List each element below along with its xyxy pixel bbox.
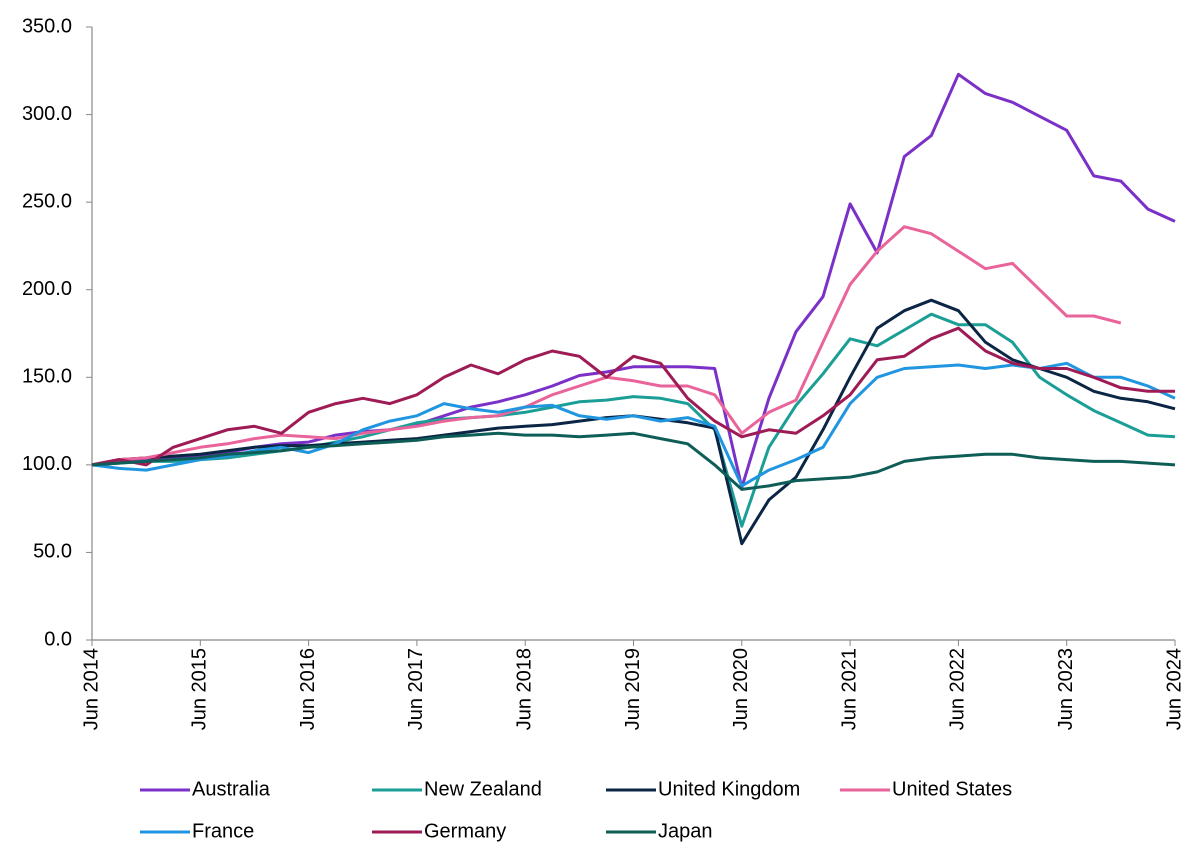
series-line <box>91 326 1175 467</box>
y-tick-label: 250.0 <box>22 190 72 212</box>
x-tick-label: Jun 2014 <box>80 648 102 730</box>
series-line <box>91 431 1176 491</box>
y-tick-label: 150.0 <box>22 366 72 388</box>
x-tick-label: Jun 2020 <box>730 648 752 730</box>
x-tick-label: Jun 2017 <box>405 648 427 730</box>
legend-label: United Kingdom <box>658 778 800 800</box>
y-tick-label: 100.0 <box>22 453 72 475</box>
y-tick-label: 350.0 <box>22 15 72 37</box>
x-tick-label: Jun 2021 <box>838 648 860 730</box>
series-line <box>91 225 1122 467</box>
x-tick-label: Jun 2015 <box>189 648 211 730</box>
legend-label: France <box>192 820 254 842</box>
y-tick-label: 50.0 <box>33 541 72 563</box>
legend-label: New Zealand <box>424 778 542 800</box>
x-tick-label: Jun 2023 <box>1055 648 1077 730</box>
series-line <box>91 298 1176 546</box>
legend-label: United States <box>892 778 1012 800</box>
x-tick-label: Jun 2022 <box>947 648 969 730</box>
x-tick-label: Jun 2018 <box>513 648 535 730</box>
legend-label: Japan <box>658 820 713 842</box>
series-line <box>91 312 1176 528</box>
x-tick-label: Jun 2016 <box>297 648 319 730</box>
y-tick-label: 200.0 <box>22 278 72 300</box>
series-line <box>91 361 1176 488</box>
legend-label: Germany <box>424 820 506 842</box>
x-tick-label: Jun 2024 <box>1163 648 1184 730</box>
legend-label: Australia <box>192 778 271 800</box>
y-tick-label: 0.0 <box>44 628 72 650</box>
x-tick-label: Jun 2019 <box>622 648 644 730</box>
y-tick-label: 300.0 <box>22 103 72 125</box>
